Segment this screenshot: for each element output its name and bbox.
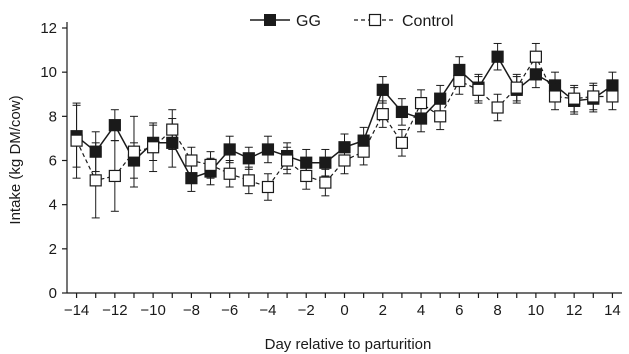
data-point — [223, 167, 236, 180]
data-point — [319, 156, 332, 169]
y-tick-label: 4 — [49, 197, 57, 214]
legend-item-control: Control — [354, 13, 454, 30]
axes: 0 2 4 6 8 10 12 −14 −12 −10 −8 −6 −4 −2 0 2 4 6 8 10 12 14 D… — [7, 20, 622, 353]
y-axis-ticks: 0 2 4 6 8 10 12 — [40, 20, 67, 302]
data-point — [319, 176, 332, 189]
data-point — [529, 68, 542, 81]
x-tick-label: 8 — [493, 302, 501, 319]
data-point — [491, 101, 504, 114]
data-point — [395, 105, 409, 119]
data-point — [166, 123, 179, 136]
data-point — [376, 83, 389, 96]
data-point — [376, 108, 389, 121]
legend-control-label: Control — [402, 13, 454, 30]
plot-area — [70, 42, 619, 219]
data-point — [491, 50, 504, 63]
data-point — [568, 92, 581, 105]
data-point — [261, 143, 275, 156]
x-tick-label: 0 — [340, 302, 348, 319]
data-point — [606, 90, 619, 103]
x-tick-label: 4 — [417, 302, 425, 319]
y-tick-label: 0 — [49, 285, 57, 302]
data-point — [434, 92, 447, 105]
legend: GG Control — [250, 13, 454, 30]
x-tick-label: −10 — [140, 302, 165, 319]
x-tick-label: 14 — [604, 302, 621, 319]
y-tick-label: 6 — [49, 153, 57, 170]
data-point — [185, 154, 198, 167]
x-tick-label: −2 — [298, 302, 315, 319]
data-point — [529, 50, 542, 63]
legend-control-marker — [368, 13, 382, 27]
x-tick-label: 6 — [455, 302, 463, 319]
data-point — [548, 90, 562, 103]
data-point — [70, 134, 83, 147]
data-point — [223, 143, 236, 156]
legend-item-gg: GG — [250, 13, 321, 30]
data-point — [357, 145, 370, 158]
x-tick-label: 12 — [566, 302, 583, 319]
x-tick-label: −6 — [221, 302, 238, 319]
y-tick-label: 12 — [40, 20, 57, 37]
legend-gg-marker — [264, 14, 276, 26]
data-point — [204, 158, 217, 172]
y-tick-label: 2 — [49, 241, 57, 258]
data-point — [185, 172, 198, 185]
x-tick-label: −4 — [259, 302, 276, 319]
x-axis-ticks: −14 −12 −10 −8 −6 −4 −2 0 2 4 6 8 10 12 14 — [64, 293, 621, 319]
data-point — [510, 81, 523, 94]
data-point — [280, 154, 294, 167]
data-point — [395, 136, 409, 149]
x-tick-label: −14 — [64, 302, 89, 319]
data-point — [300, 169, 313, 183]
y-tick-label: 10 — [40, 64, 57, 81]
legend-gg-label: GG — [296, 13, 321, 30]
y-tick-label: 8 — [49, 108, 57, 125]
series-control — [70, 42, 619, 219]
data-point — [453, 74, 466, 88]
data-point — [414, 96, 428, 110]
data-point — [242, 152, 255, 165]
data-point — [108, 119, 121, 132]
data-point — [587, 90, 600, 103]
x-tick-label: −8 — [183, 302, 200, 319]
x-tick-label: 2 — [379, 302, 387, 319]
data-point — [472, 83, 485, 96]
data-point — [147, 141, 160, 154]
x-axis-label: Day relative to parturition — [265, 336, 432, 353]
y-axis-label: Intake (kg DM/cow) — [7, 95, 24, 224]
x-tick-label: 10 — [528, 302, 545, 319]
data-point — [338, 154, 351, 167]
x-tick-label: −12 — [102, 302, 127, 319]
data-point — [261, 180, 275, 194]
data-point — [108, 169, 121, 183]
data-point — [127, 145, 141, 158]
data-point — [89, 174, 102, 187]
data-point — [242, 174, 255, 187]
data-point — [434, 110, 447, 123]
